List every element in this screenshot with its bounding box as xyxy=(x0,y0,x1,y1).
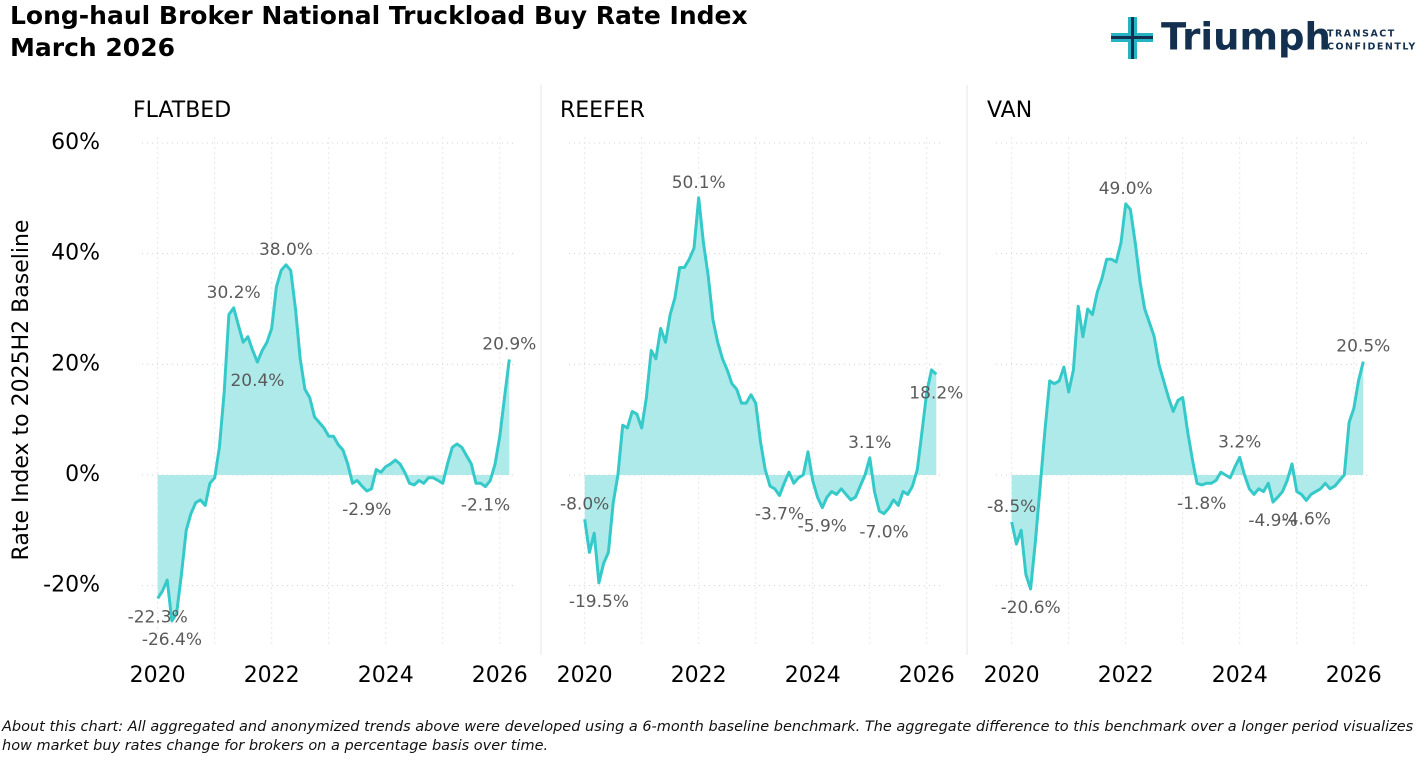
data-label: -5.9% xyxy=(798,517,847,537)
x-tick-label: 2026 xyxy=(899,663,955,688)
area xyxy=(1011,203,1364,589)
x-tick-label: 2026 xyxy=(1326,663,1382,688)
x-tick-label: 2022 xyxy=(1098,663,1154,688)
y-axis-label: Rate Index to 2025H2 Baseline xyxy=(9,220,34,561)
logo-bar xyxy=(1111,36,1153,39)
data-label: 3.1% xyxy=(848,433,891,453)
x-tick-label: 2020 xyxy=(130,663,186,688)
panel-title: FLATBED xyxy=(133,98,231,123)
panel-title: VAN xyxy=(987,98,1032,123)
data-label: 18.2% xyxy=(909,383,963,403)
brand-name: Triumph xyxy=(1161,16,1331,59)
chart: Long-haul Broker National Truckload Buy … xyxy=(9,1,1417,688)
y-tick-label: 0% xyxy=(65,462,100,487)
x-tick-label: 2022 xyxy=(671,663,727,688)
area xyxy=(584,197,937,583)
chart-title: Long-haul Broker National Truckload Buy … xyxy=(10,1,748,30)
data-label: -2.9% xyxy=(342,500,391,520)
panel-title: REEFER xyxy=(560,98,645,123)
y-tick-label: 20% xyxy=(51,351,100,376)
x-tick-label: 2022 xyxy=(244,663,300,688)
data-label: -2.1% xyxy=(461,496,510,516)
data-label: -4.9% xyxy=(1248,511,1297,531)
data-label: 30.2% xyxy=(207,283,261,303)
data-label: -8.5% xyxy=(987,497,1036,517)
data-label: -3.7% xyxy=(755,504,804,524)
x-tick-label: 2024 xyxy=(785,663,841,688)
data-label: -7.0% xyxy=(859,523,908,543)
line xyxy=(583,196,938,585)
data-label: -19.5% xyxy=(569,592,629,612)
data-label: -22.3% xyxy=(128,607,188,627)
y-tick-label: 60% xyxy=(51,130,100,155)
data-label: -4.6% xyxy=(1282,509,1331,529)
data-label: -1.8% xyxy=(1177,494,1226,514)
y-tick-label: -20% xyxy=(43,573,100,598)
data-label: 20.5% xyxy=(1336,337,1390,357)
x-tick-label: 2026 xyxy=(472,663,528,688)
data-label: 38.0% xyxy=(259,240,313,260)
data-label: 49.0% xyxy=(1099,179,1153,199)
data-label: 20.4% xyxy=(230,371,284,391)
x-tick-label: 2024 xyxy=(1212,663,1268,688)
data-label: -8.0% xyxy=(560,494,609,514)
x-tick-label: 2020 xyxy=(557,663,613,688)
brand-tagline: CONFIDENTLY xyxy=(1327,42,1417,53)
x-tick-label: 2024 xyxy=(358,663,414,688)
chart-subtitle: March 2026 xyxy=(10,33,175,62)
brand-logo xyxy=(1111,17,1153,59)
brand-tagline: TRANSACT xyxy=(1327,29,1396,40)
line xyxy=(1010,202,1365,591)
line xyxy=(156,263,511,623)
footnote: About this chart: All aggregated and ano… xyxy=(2,719,1414,754)
y-tick-label: 40% xyxy=(51,241,100,266)
data-label: -26.4% xyxy=(142,630,202,650)
x-tick-label: 2020 xyxy=(984,663,1040,688)
data-label: 50.1% xyxy=(672,173,726,193)
data-label: 3.2% xyxy=(1218,432,1261,452)
data-label: 20.9% xyxy=(482,334,536,354)
data-label: -20.6% xyxy=(1001,598,1061,618)
area xyxy=(157,264,510,621)
